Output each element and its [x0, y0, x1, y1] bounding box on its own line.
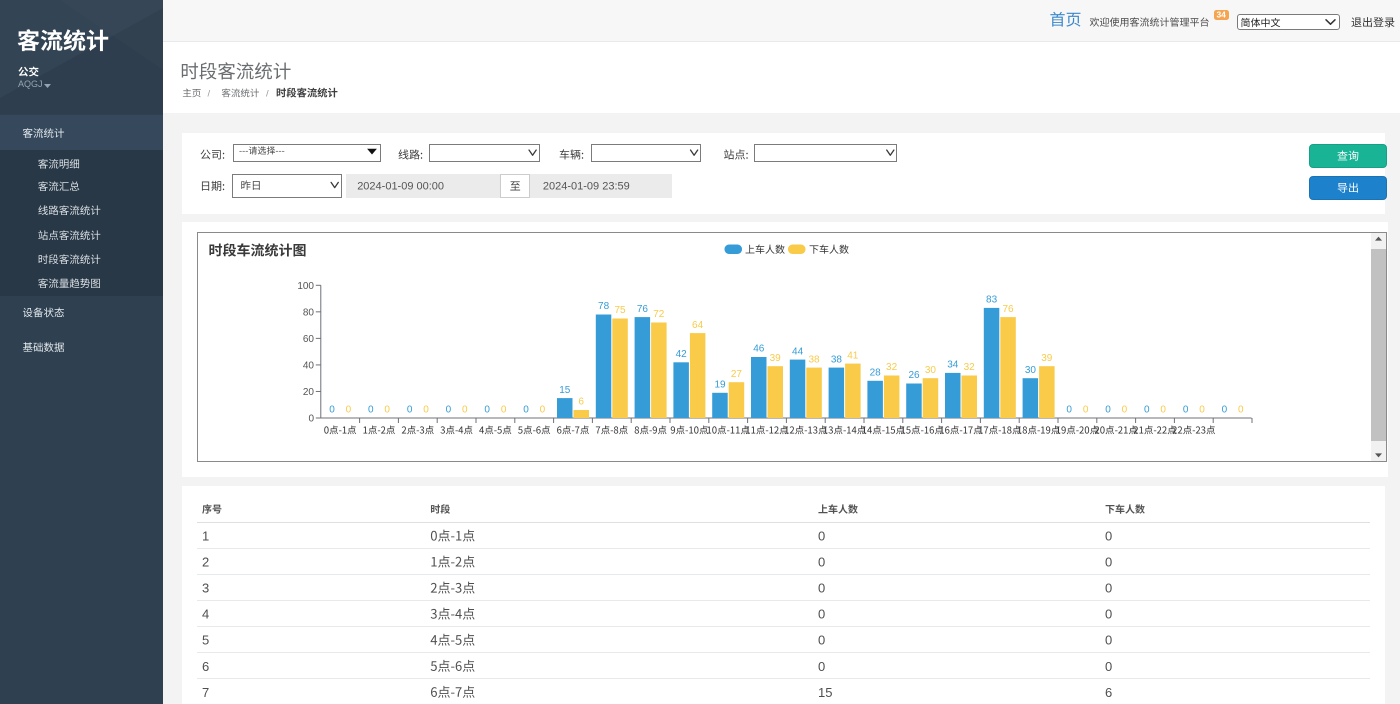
svg-text:6: 6	[578, 397, 584, 408]
svg-text:15: 15	[559, 385, 571, 396]
svg-text:0: 0	[818, 633, 825, 648]
svg-text:38: 38	[808, 354, 820, 365]
svg-text:0: 0	[1122, 405, 1128, 416]
svg-text:0: 0	[501, 405, 507, 416]
svg-text:0: 0	[818, 581, 825, 596]
svg-text:26: 26	[908, 370, 920, 381]
svg-text:41: 41	[847, 350, 859, 361]
svg-text:7: 7	[202, 685, 209, 700]
svg-text:32: 32	[886, 362, 898, 373]
svg-text:0: 0	[1183, 405, 1189, 416]
svg-text:46: 46	[753, 344, 765, 355]
svg-text:34: 34	[1216, 10, 1226, 20]
svg-text:2: 2	[202, 555, 209, 570]
svg-text:0: 0	[1105, 633, 1112, 648]
svg-text:0: 0	[818, 555, 825, 570]
svg-text:0: 0	[423, 405, 429, 416]
svg-text:83: 83	[986, 295, 998, 306]
svg-text:72: 72	[653, 309, 665, 320]
svg-text:39: 39	[770, 353, 782, 364]
svg-text:39: 39	[1041, 353, 1053, 364]
svg-text:2024-01-09 00:00: 2024-01-09 00:00	[357, 181, 444, 193]
svg-text:0: 0	[484, 405, 490, 416]
svg-text:0: 0	[1238, 405, 1244, 416]
svg-text:30: 30	[925, 365, 937, 376]
svg-text:0: 0	[1105, 405, 1111, 416]
svg-text:0: 0	[540, 405, 546, 416]
svg-text:0: 0	[1083, 405, 1089, 416]
svg-text:6: 6	[202, 659, 209, 674]
svg-text:1: 1	[202, 529, 209, 544]
svg-text:0: 0	[1105, 607, 1112, 622]
svg-text:76: 76	[637, 304, 649, 315]
svg-text:32: 32	[964, 362, 976, 373]
svg-text:0: 0	[1105, 529, 1112, 544]
svg-text:0: 0	[407, 405, 413, 416]
svg-text:/: /	[266, 89, 269, 100]
svg-text:42: 42	[676, 349, 688, 360]
svg-text:20: 20	[303, 387, 315, 398]
svg-text:100: 100	[297, 281, 314, 292]
svg-text:30: 30	[1025, 365, 1037, 376]
svg-text:0: 0	[329, 405, 335, 416]
svg-text:0: 0	[1105, 555, 1112, 570]
svg-text:0: 0	[384, 405, 390, 416]
svg-text:0: 0	[1144, 405, 1150, 416]
svg-text:0: 0	[368, 405, 374, 416]
svg-text:0: 0	[1105, 659, 1112, 674]
svg-text:5: 5	[202, 633, 209, 648]
svg-text:80: 80	[303, 307, 315, 318]
svg-text:40: 40	[303, 360, 315, 371]
svg-text:27: 27	[731, 369, 743, 380]
svg-text:0: 0	[818, 529, 825, 544]
svg-text:0: 0	[346, 405, 352, 416]
svg-text:0: 0	[1105, 581, 1112, 596]
svg-text:0: 0	[523, 405, 529, 416]
svg-text:28: 28	[870, 368, 882, 379]
svg-text:60: 60	[303, 334, 315, 345]
svg-text:6: 6	[1105, 685, 1112, 700]
svg-text:64: 64	[692, 320, 704, 331]
svg-text:0: 0	[1066, 405, 1072, 416]
svg-text:2024-01-09 23:59: 2024-01-09 23:59	[543, 181, 630, 193]
svg-text:3: 3	[202, 581, 209, 596]
svg-text:15: 15	[818, 685, 832, 700]
svg-text:76: 76	[1002, 304, 1014, 315]
svg-text:0: 0	[1199, 405, 1205, 416]
svg-text:78: 78	[598, 301, 610, 312]
svg-text:44: 44	[792, 346, 804, 357]
svg-text:4: 4	[202, 607, 209, 622]
svg-text:38: 38	[831, 354, 843, 365]
svg-text:0: 0	[308, 414, 314, 425]
svg-text:AQGJ: AQGJ	[18, 79, 43, 89]
svg-text:19: 19	[714, 380, 726, 391]
svg-text:75: 75	[614, 305, 626, 316]
svg-text:0: 0	[1222, 405, 1228, 416]
svg-text:/: /	[208, 89, 211, 100]
svg-text:0: 0	[446, 405, 452, 416]
svg-text:0: 0	[462, 405, 468, 416]
svg-text:0: 0	[818, 607, 825, 622]
svg-text:0: 0	[818, 659, 825, 674]
svg-text:34: 34	[947, 360, 959, 371]
svg-text:0: 0	[1160, 405, 1166, 416]
